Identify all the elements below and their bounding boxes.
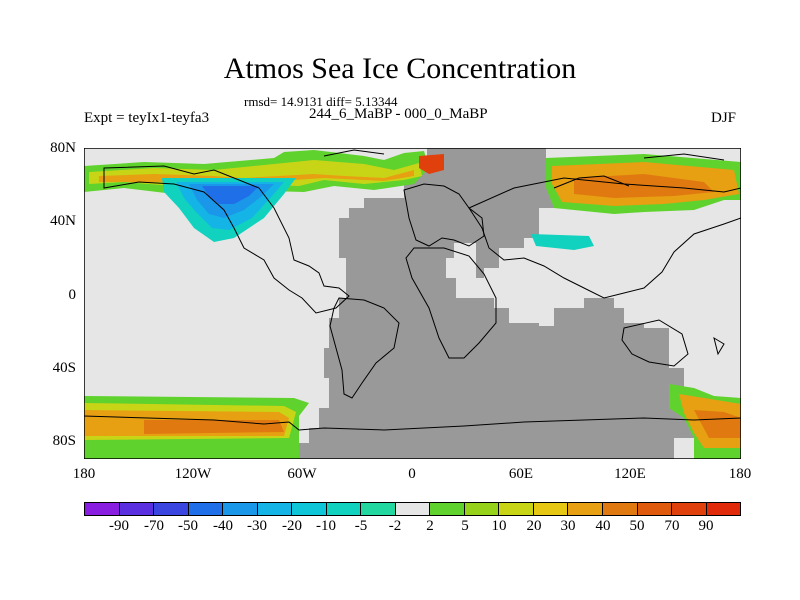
colorbar-swatch bbox=[326, 503, 362, 515]
colorbar-swatch bbox=[706, 503, 741, 515]
cb-label-16: 50 bbox=[629, 518, 645, 534]
cb-label-10: 2 bbox=[426, 518, 434, 534]
y-tick-80n: 80N bbox=[50, 140, 76, 156]
arctic-ice-anomaly bbox=[84, 150, 741, 214]
cb-label-17: 70 bbox=[664, 518, 680, 534]
colorbar-swatch bbox=[85, 503, 120, 515]
map-panel bbox=[83, 147, 742, 460]
cb-label-6: -20 bbox=[282, 518, 302, 534]
period-label: 244_6_MaBP - 000_0_MaBP bbox=[309, 106, 488, 122]
cb-label-11: 5 bbox=[461, 518, 469, 534]
colorbar-swatch bbox=[499, 503, 534, 515]
cb-label-7: -10 bbox=[316, 518, 336, 534]
negative-ice-anomaly-pacific bbox=[162, 178, 594, 250]
cb-label-4: -40 bbox=[213, 518, 233, 534]
colorbar-swatch bbox=[188, 503, 224, 515]
y-tick-80s: 80S bbox=[52, 433, 76, 449]
colorbar-swatch bbox=[292, 503, 327, 515]
colorbar-swatch bbox=[154, 503, 189, 515]
cb-label-18: 90 bbox=[698, 518, 714, 534]
land-mask bbox=[299, 148, 694, 459]
colorbar-swatch bbox=[257, 503, 293, 515]
cb-label-3: -50 bbox=[178, 518, 198, 534]
x-tick-60e: 60E bbox=[508, 466, 534, 482]
colorbar-swatch bbox=[395, 503, 431, 515]
cb-label-2: -70 bbox=[144, 518, 164, 534]
y-tick-40n: 40N bbox=[50, 213, 76, 229]
x-tick-0: 0 bbox=[408, 466, 416, 482]
map-svg bbox=[83, 147, 742, 460]
colorbar-swatch bbox=[637, 503, 673, 515]
season-label: DJF bbox=[711, 110, 737, 126]
cb-label-14: 30 bbox=[560, 518, 576, 534]
x-tick-60w: 60W bbox=[287, 466, 317, 482]
cb-label-15: 40 bbox=[595, 518, 611, 534]
colorbar-swatch bbox=[223, 503, 258, 515]
cb-label-9: -2 bbox=[388, 518, 402, 534]
chart-title: Atmos Sea Ice Concentration bbox=[223, 52, 577, 85]
stats-label: rmsd= 14.9131 diff= 5.13344 bbox=[244, 94, 398, 109]
y-tick-0: 0 bbox=[68, 287, 77, 303]
colorbar-swatch bbox=[361, 503, 396, 515]
colorbar-swatch bbox=[430, 503, 465, 515]
x-tick-120w: 120W bbox=[174, 466, 212, 482]
x-tick-180e: 180 bbox=[728, 466, 752, 482]
cb-label-8: -5 bbox=[354, 518, 368, 534]
colorbar-swatch bbox=[533, 503, 569, 515]
antarctic-ice-anomaly bbox=[84, 384, 741, 459]
x-tick-180w: 180 bbox=[72, 466, 96, 482]
cb-label-13: 20 bbox=[526, 518, 542, 534]
colorbar bbox=[84, 502, 741, 516]
cb-label-5: -30 bbox=[247, 518, 267, 534]
coastlines bbox=[83, 149, 742, 431]
cb-label-12: 10 bbox=[491, 518, 507, 534]
colorbar-swatch bbox=[672, 503, 707, 515]
colorbar-swatch bbox=[568, 503, 603, 515]
x-tick-120e: 120E bbox=[614, 466, 646, 482]
colorbar-swatch bbox=[464, 503, 500, 515]
colorbar-swatch bbox=[602, 503, 638, 515]
experiment-label: Expt = teyIx1-teyfa3 bbox=[84, 110, 210, 126]
colorbar-swatch bbox=[119, 503, 155, 515]
y-tick-40s: 40S bbox=[52, 360, 76, 376]
cb-label-1: -90 bbox=[109, 518, 129, 534]
